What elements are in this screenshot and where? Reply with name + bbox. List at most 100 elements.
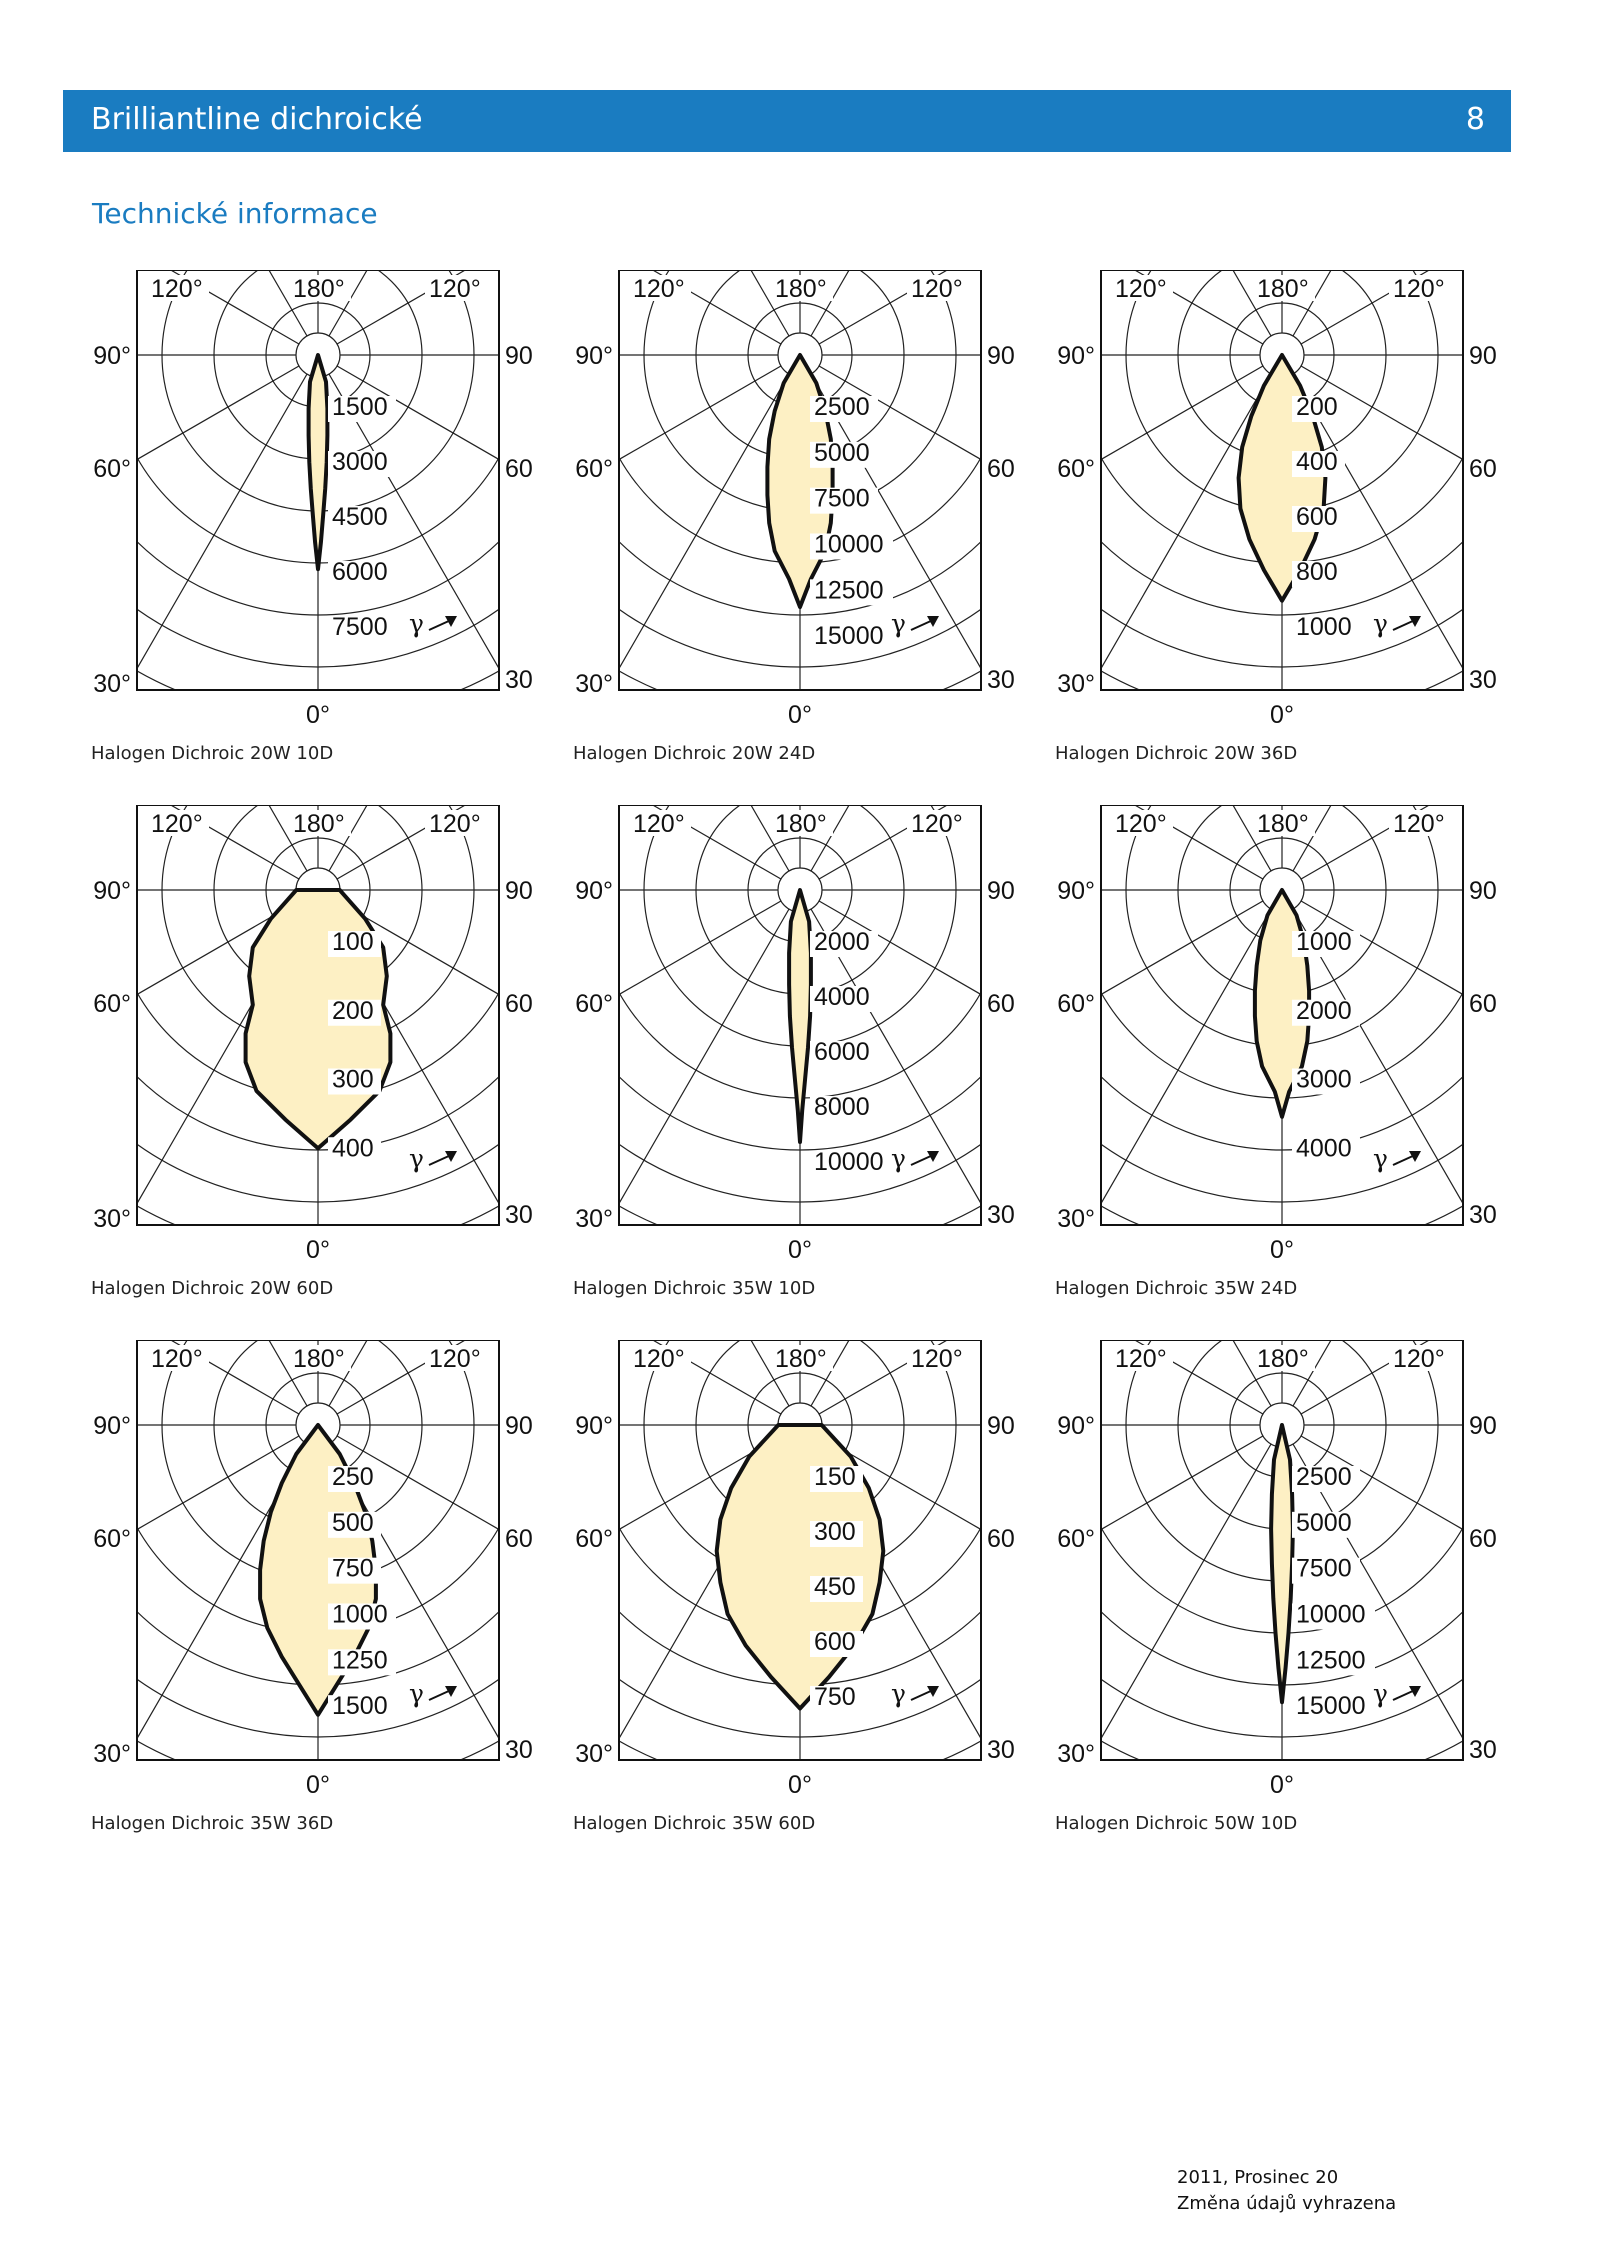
gamma-arrow-icon — [428, 619, 452, 631]
footer: 2011, Prosinec 20 Změna údajů vyhrazena — [1177, 2165, 1396, 2217]
ring-label-bg — [328, 1695, 396, 1722]
angle-label-30-right: 30° — [987, 1736, 1015, 1764]
angle-label-90-left: 90° — [1057, 1412, 1095, 1440]
polar-diagram: 150 300 450 600 750 120° 180° 120° 90° 90° 60° 60° 3… — [545, 1340, 1015, 1860]
angle-label-30-left: 30° — [1057, 1740, 1095, 1768]
ring-value-label: 1000 — [332, 1601, 388, 1629]
diagram-frame — [136, 805, 500, 1226]
angle-label-60-left: 60° — [575, 455, 613, 483]
ring-label-bg — [810, 396, 878, 422]
angle-label-30-left: 30° — [1057, 670, 1095, 698]
grid-radial-line — [1101, 889, 1283, 996]
ring-value-label: 450 — [814, 1573, 856, 1601]
angle-label-120-left: 120° — [1115, 810, 1167, 838]
gamma-arrow-icon — [1392, 1689, 1416, 1701]
gamma-symbol: γ — [1373, 609, 1388, 638]
ring-value-label: 8000 — [814, 1093, 870, 1121]
header-bar: Brilliantline dichroické 8 — [63, 90, 1511, 152]
ring-label-bg — [1292, 1649, 1375, 1676]
grid-radial-line — [169, 1340, 319, 1426]
ring-value-label: 6000 — [814, 1038, 870, 1066]
footer-disclaimer: Změna údajů vyhrazena — [1177, 2193, 1397, 2214]
ring-label-bg — [810, 579, 893, 606]
gamma-arrowhead-icon — [445, 616, 457, 627]
gamma-symbol: γ — [409, 609, 424, 638]
angle-label-30-right: 30° — [1469, 1736, 1497, 1764]
diagram-caption: Halogen Dichroic 50W 10D — [1055, 1813, 1298, 1834]
angle-label-90-left: 90° — [1057, 877, 1095, 905]
angle-label-60-left: 60° — [1057, 455, 1095, 483]
grid-radial-line — [169, 805, 319, 891]
grid-radial-line — [1281, 1340, 1431, 1426]
ring-value-label: 4000 — [1296, 1134, 1352, 1162]
ring-label-bg — [328, 451, 396, 477]
ring-label-bg — [328, 506, 396, 532]
ring-value-label: 800 — [1296, 558, 1338, 586]
angle-label-30-left: 30° — [93, 1740, 131, 1768]
ring-value-label: 600 — [1296, 503, 1338, 531]
gamma-arrow-icon — [910, 619, 934, 631]
angle-label-60-right: 60° — [987, 990, 1015, 1018]
polar-chart: 2500 5000 7500 10000 12500 15000 120° 180° 120° 9… — [1057, 1340, 1497, 1799]
angle-label-90-left: 90° — [93, 342, 131, 370]
diagram-caption: Halogen Dichroic 35W 24D — [1055, 1278, 1298, 1299]
gamma-arrowhead-icon — [927, 1686, 939, 1697]
angle-label-60-right: 60° — [1469, 455, 1497, 483]
grid-radial-line — [1281, 889, 1463, 1205]
ring-label-bg — [328, 1137, 381, 1164]
angle-label-90-right: 90° — [1469, 877, 1497, 905]
ring-value-label: 3000 — [332, 448, 388, 476]
gamma-arrowhead-icon — [1409, 1151, 1421, 1162]
polar-diagram: 1500 3000 4500 6000 7500 120° 180° 120° 90° 90° 60… — [63, 270, 533, 790]
footer-date: 2011, Prosinec 20 — [1177, 2167, 1339, 2188]
grid-ring — [1101, 1610, 1463, 1686]
grid-radial-line — [1101, 354, 1283, 670]
polar-chart: 100 200 300 400 120° 180° 120° 90° 90° 60° 60° 30° 3… — [93, 805, 533, 1264]
angle-label-0: 0° — [1270, 1771, 1294, 1799]
gamma-arrowhead-icon — [1409, 1686, 1421, 1697]
angle-label-120-right: 120° — [1393, 810, 1445, 838]
grid-radial-line — [1281, 354, 1463, 461]
ring-value-label: 12500 — [814, 576, 884, 604]
ring-value-label: 300 — [332, 1066, 374, 1094]
grid-radial-line — [317, 270, 467, 356]
ring-value-label: 2500 — [1296, 1463, 1352, 1491]
angle-label-60-right: 60° — [1469, 990, 1497, 1018]
angle-label-90-left: 90° — [93, 877, 131, 905]
polar-chart: 1500 3000 4500 6000 7500 120° 180° 120° 90° 90° 60… — [93, 270, 533, 729]
angle-label-30-left: 30° — [93, 1205, 131, 1233]
polar-chart: 1000 2000 3000 4000 120° 180° 120° 90° 90° 60° 60°… — [1057, 805, 1497, 1264]
angle-label-30-left: 30° — [1057, 1205, 1095, 1233]
grid-ring — [1101, 1740, 1463, 1760]
gamma-arrowhead-icon — [1409, 616, 1421, 627]
ring-label-bg — [328, 1511, 381, 1538]
angle-label-60-right: 60° — [1469, 1525, 1497, 1553]
angle-label-90-left: 90° — [575, 342, 613, 370]
ring-label-bg — [1292, 931, 1360, 957]
ring-value-label: 3000 — [1296, 1066, 1352, 1094]
ring-label-bg — [1292, 1137, 1360, 1164]
polar-chart: 250 500 750 1000 1250 1500 120° 180° 120° 90° 90° 6… — [93, 1340, 533, 1799]
polar-diagram: 2500 5000 7500 10000 12500 15000 120° 180° 120° 9… — [1027, 1340, 1497, 1860]
angle-label-120-left: 120° — [151, 1345, 203, 1373]
angle-label-90-right: 90° — [1469, 342, 1497, 370]
ring-label-bg — [328, 1068, 381, 1095]
ring-label-bg — [810, 1521, 863, 1547]
angle-label-60-left: 60° — [93, 990, 131, 1018]
ring-label-bg — [1292, 506, 1345, 532]
angle-label-90-right: 90° — [1469, 1412, 1497, 1440]
angle-label-30-left: 30° — [575, 1205, 613, 1233]
diagram-frame — [1100, 805, 1464, 1226]
beam-profile — [306, 353, 330, 572]
polar-diagram: 2000 4000 6000 8000 10000 120° 180° 120° 90° 90° 6… — [545, 805, 1015, 1325]
angle-label-30-right: 30° — [1469, 1201, 1497, 1229]
angle-label-180: 180° — [1257, 810, 1309, 838]
ring-value-label: 2000 — [1296, 997, 1352, 1025]
ring-value-label: 12500 — [1296, 1646, 1366, 1674]
polar-diagram: 2500 5000 7500 10000 12500 15000 120° 180° 120° 9… — [545, 270, 1015, 790]
ring-value-label: 250 — [332, 1463, 374, 1491]
ring-value-label: 1250 — [332, 1646, 388, 1674]
gamma-arrow-icon — [428, 1689, 452, 1701]
grid-radial-line — [1281, 805, 1431, 891]
beam-profile — [787, 888, 813, 1144]
